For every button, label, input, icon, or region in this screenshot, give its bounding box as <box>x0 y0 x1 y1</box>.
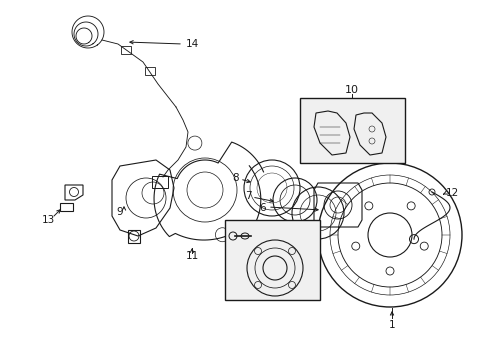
Text: 3: 3 <box>251 243 258 253</box>
Bar <box>121 46 131 54</box>
Text: 7: 7 <box>244 191 251 201</box>
Text: 9: 9 <box>117 207 123 217</box>
Bar <box>299 98 404 163</box>
Bar <box>224 220 319 300</box>
Text: 13: 13 <box>41 215 55 225</box>
Text: 1: 1 <box>388 320 394 330</box>
Text: 10: 10 <box>345 85 358 95</box>
Text: 12: 12 <box>445 188 458 198</box>
Text: 4: 4 <box>266 223 273 233</box>
Bar <box>145 67 155 75</box>
Bar <box>152 176 168 188</box>
Text: 8: 8 <box>232 173 239 183</box>
Text: 6: 6 <box>259 203 266 213</box>
Text: 14: 14 <box>185 39 198 49</box>
Text: 11: 11 <box>185 251 198 261</box>
Text: 2: 2 <box>238 223 245 233</box>
Text: 5: 5 <box>271 233 278 243</box>
